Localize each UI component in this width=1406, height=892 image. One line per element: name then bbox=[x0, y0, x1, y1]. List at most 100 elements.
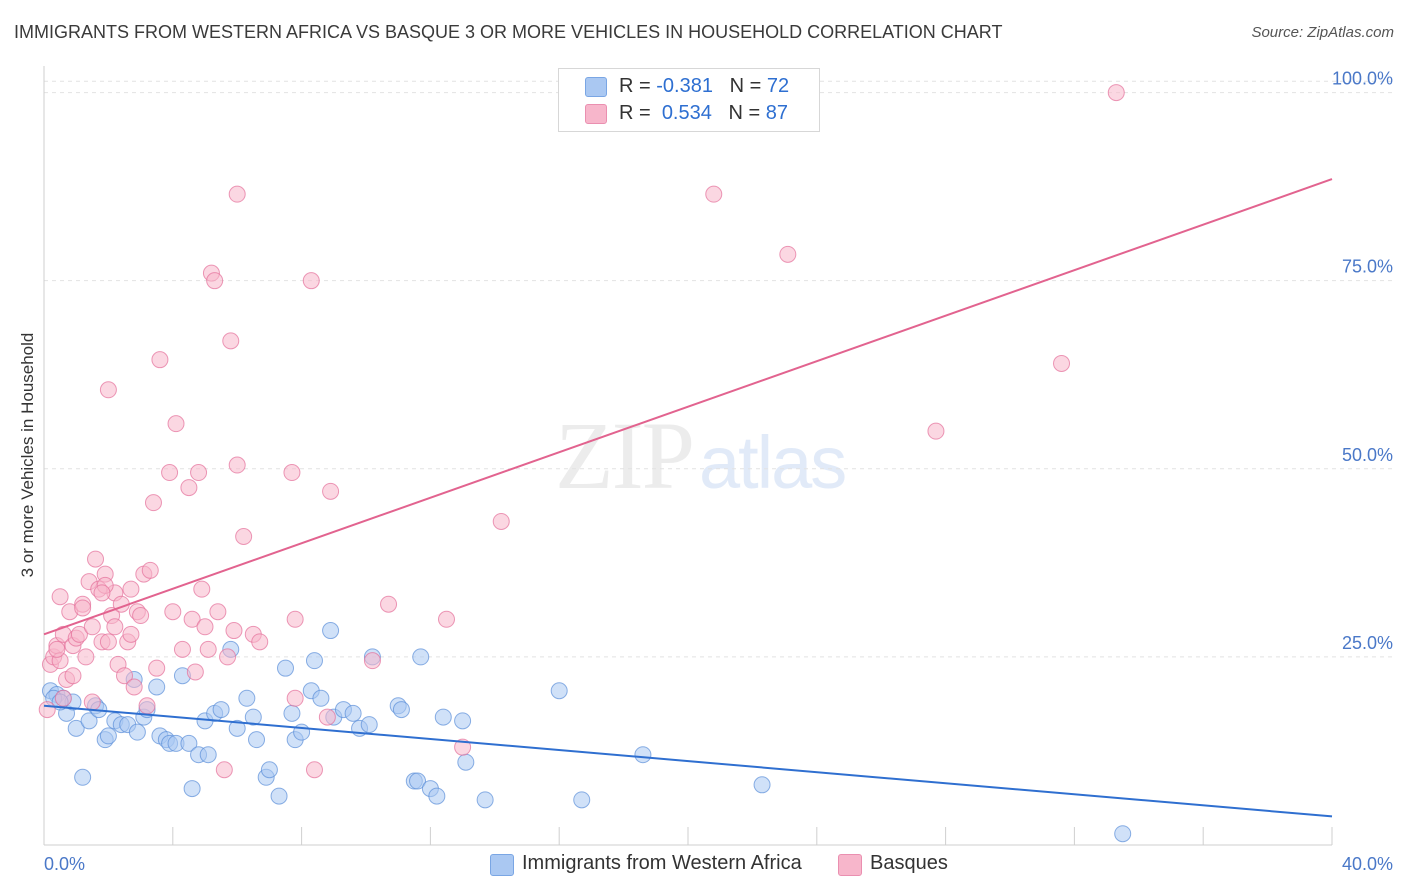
y-tick-label: 75.0% bbox=[1342, 257, 1393, 277]
data-point bbox=[87, 550, 105, 568]
data-point bbox=[1053, 354, 1071, 372]
data-point bbox=[99, 381, 117, 399]
series-swatch-western-africa bbox=[490, 854, 514, 876]
data-point bbox=[409, 772, 427, 790]
legend-swatch-western-africa bbox=[585, 77, 607, 97]
data-point bbox=[54, 689, 72, 707]
data-point bbox=[148, 678, 166, 696]
data-point bbox=[363, 652, 381, 670]
chart-source: Source: ZipAtlas.com bbox=[1251, 24, 1394, 41]
data-point bbox=[283, 704, 301, 722]
series-points-1 bbox=[38, 84, 1125, 779]
y-tick-label: 25.0% bbox=[1342, 633, 1393, 653]
data-point bbox=[164, 603, 182, 621]
data-point bbox=[48, 640, 66, 658]
data-point bbox=[138, 697, 156, 715]
data-point bbox=[141, 561, 159, 579]
data-point bbox=[83, 618, 101, 636]
data-point bbox=[283, 464, 301, 482]
data-point bbox=[344, 704, 362, 722]
series-name-basques: Basques bbox=[870, 852, 948, 874]
data-point bbox=[322, 622, 340, 640]
data-point bbox=[428, 787, 446, 805]
series-name-western-africa: Immigrants from Western Africa bbox=[522, 852, 802, 874]
data-points bbox=[38, 84, 1132, 843]
data-point bbox=[550, 682, 568, 700]
data-point bbox=[180, 734, 198, 752]
data-point bbox=[454, 712, 472, 730]
data-point bbox=[70, 625, 88, 643]
data-point bbox=[927, 422, 945, 440]
data-point bbox=[1114, 825, 1132, 843]
data-point bbox=[74, 768, 92, 786]
data-point bbox=[222, 332, 240, 350]
data-point bbox=[180, 479, 198, 497]
trend-line-0 bbox=[43, 704, 1333, 818]
data-point bbox=[244, 708, 262, 726]
data-point bbox=[125, 678, 143, 696]
data-point bbox=[106, 618, 124, 636]
data-point bbox=[228, 719, 246, 737]
data-point bbox=[80, 712, 98, 730]
data-point bbox=[219, 648, 237, 666]
data-point bbox=[67, 719, 85, 737]
legend-n-label: N = bbox=[729, 75, 762, 97]
data-point bbox=[144, 494, 162, 512]
x-tick-label: 0.0% bbox=[44, 854, 85, 874]
data-point bbox=[212, 701, 230, 719]
data-point bbox=[454, 738, 472, 756]
data-point bbox=[392, 701, 410, 719]
data-point bbox=[753, 776, 771, 794]
data-point bbox=[190, 464, 208, 482]
data-point bbox=[93, 584, 111, 602]
x-tick-label: 40.0% bbox=[1342, 854, 1393, 874]
data-point bbox=[132, 607, 150, 625]
y-tick-label: 100.0% bbox=[1332, 69, 1393, 89]
data-point bbox=[183, 610, 201, 628]
data-point bbox=[270, 787, 288, 805]
data-point bbox=[251, 633, 269, 651]
legend-r-value: 0.534 bbox=[661, 102, 712, 124]
data-point bbox=[492, 512, 510, 530]
data-point bbox=[705, 185, 723, 203]
data-point bbox=[260, 761, 278, 779]
data-point bbox=[779, 245, 797, 263]
data-point bbox=[209, 603, 227, 621]
legend-r-label: R = bbox=[619, 102, 651, 124]
data-point bbox=[99, 727, 117, 745]
legend-n-label: N = bbox=[728, 102, 761, 124]
series-swatch-basques bbox=[838, 854, 862, 876]
grid-lines bbox=[44, 80, 1392, 658]
data-point bbox=[183, 780, 201, 798]
data-point bbox=[302, 272, 320, 290]
watermark: ZIPatlas bbox=[555, 400, 847, 511]
data-point bbox=[148, 659, 166, 677]
data-point bbox=[77, 648, 95, 666]
trend-line-1 bbox=[43, 178, 1333, 636]
data-point bbox=[64, 667, 82, 685]
data-point bbox=[122, 625, 140, 643]
data-point bbox=[206, 272, 224, 290]
data-point bbox=[412, 648, 430, 666]
data-point bbox=[199, 746, 217, 764]
data-point bbox=[122, 580, 140, 598]
data-point bbox=[380, 595, 398, 613]
data-point bbox=[196, 618, 214, 636]
data-point bbox=[167, 415, 185, 433]
tick-labels: 25.0% 50.0% 75.0% 100.0% 0.0% 40.0% bbox=[44, 69, 1393, 874]
legend-r-label: R = bbox=[619, 75, 651, 97]
data-point bbox=[305, 652, 323, 670]
data-point bbox=[51, 588, 69, 606]
watermark-atlas: atlas bbox=[699, 421, 847, 504]
y-tick-label: 50.0% bbox=[1342, 445, 1393, 465]
data-point bbox=[318, 708, 336, 726]
data-point bbox=[161, 464, 179, 482]
data-point bbox=[248, 731, 266, 749]
data-point bbox=[215, 761, 233, 779]
data-point bbox=[199, 640, 217, 658]
data-point bbox=[74, 599, 92, 617]
data-point bbox=[38, 701, 56, 719]
data-point bbox=[360, 716, 378, 734]
watermark-zip: ZIP bbox=[555, 402, 695, 509]
